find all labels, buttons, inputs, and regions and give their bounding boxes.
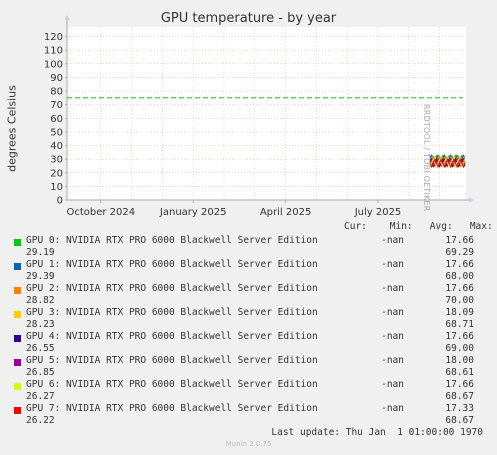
munin-version: Munin 2.0.75 bbox=[225, 440, 272, 448]
legend-row-gpu-1: GPU 1: NVIDIA RTX PRO 6000 Blackwell Ser… bbox=[14, 259, 494, 283]
legend-swatch bbox=[14, 359, 21, 366]
legend-swatch bbox=[14, 287, 21, 294]
y-tick-label-110: 110 bbox=[44, 46, 63, 57]
legend-cur: 26.55 bbox=[26, 343, 55, 354]
legend-name: GPU 7: NVIDIA RTX PRO 6000 Blackwell Ser… bbox=[26, 403, 318, 414]
legend-avg: 17.33 bbox=[445, 403, 474, 414]
y-tick-label-10: 10 bbox=[50, 182, 63, 193]
y-axis-arrow bbox=[64, 15, 70, 20]
legend-avg: 17.66 bbox=[445, 259, 474, 270]
series-line-gpu-6 bbox=[429, 158, 466, 169]
legend-cur: 28.23 bbox=[26, 319, 55, 330]
legend-row-gpu-6: GPU 6: NVIDIA RTX PRO 6000 Blackwell Ser… bbox=[14, 379, 494, 403]
y-tick-label-40: 40 bbox=[50, 141, 63, 152]
legend-min: -nan bbox=[381, 379, 404, 390]
legend-name: GPU 3: NVIDIA RTX PRO 6000 Blackwell Ser… bbox=[26, 307, 318, 318]
y-axis-label: degrees Celsius bbox=[5, 85, 19, 172]
y-tick-label-70: 70 bbox=[50, 100, 63, 111]
legend-avg: 18.09 bbox=[445, 307, 474, 318]
legend-avg: 18.00 bbox=[445, 355, 474, 366]
legend-header: Cur: Min: Avg: Max: bbox=[344, 221, 493, 232]
legend-min: -nan bbox=[381, 331, 404, 342]
legend-swatch bbox=[14, 335, 21, 342]
legend-name: GPU 0: NVIDIA RTX PRO 6000 Blackwell Ser… bbox=[26, 235, 318, 246]
series-line-gpu-5 bbox=[429, 157, 466, 168]
plot-area bbox=[67, 27, 466, 200]
legend-row-gpu-4: GPU 4: NVIDIA RTX PRO 6000 Blackwell Ser… bbox=[14, 331, 494, 355]
legend-row-gpu-3: GPU 3: NVIDIA RTX PRO 6000 Blackwell Ser… bbox=[14, 307, 494, 331]
legend-max: 69.29 bbox=[445, 247, 474, 258]
legend-avg: 17.66 bbox=[445, 331, 474, 342]
legend-name: GPU 2: NVIDIA RTX PRO 6000 Blackwell Ser… bbox=[26, 283, 318, 294]
legend-name: GPU 6: NVIDIA RTX PRO 6000 Blackwell Ser… bbox=[26, 379, 318, 390]
y-tick-label-120: 120 bbox=[44, 32, 63, 43]
legend-swatch bbox=[14, 263, 21, 270]
legend-min: -nan bbox=[381, 403, 404, 414]
legend-max: 69.00 bbox=[445, 343, 474, 354]
legend-max: 70.00 bbox=[445, 295, 474, 306]
y-tick-label-30: 30 bbox=[50, 155, 63, 166]
legend-swatch bbox=[14, 383, 21, 390]
legend-max: 68.71 bbox=[445, 319, 474, 330]
legend-avg: 17.66 bbox=[445, 379, 474, 390]
legend-cur: 29.39 bbox=[26, 271, 55, 282]
x-axis-arrow bbox=[469, 197, 474, 203]
legend-swatch bbox=[14, 407, 21, 414]
legend-min: -nan bbox=[381, 355, 404, 366]
legend-cur: 26.85 bbox=[26, 367, 55, 378]
legend-cur: 29.19 bbox=[26, 247, 55, 258]
legend-cur: 26.27 bbox=[26, 391, 55, 402]
legend-avg: 17.66 bbox=[445, 283, 474, 294]
x-tick-label-0: October 2024 bbox=[66, 207, 135, 218]
legend-min: -nan bbox=[381, 235, 404, 246]
legend-max: 68.00 bbox=[445, 271, 474, 282]
x-tick-label-3: July 2025 bbox=[354, 207, 402, 218]
legend-cur: 28.82 bbox=[26, 295, 55, 306]
legend-swatch bbox=[14, 311, 21, 318]
last-update: Last update: Thu Jan 1 01:00:00 1970 bbox=[271, 427, 483, 438]
legend-min: -nan bbox=[381, 283, 404, 294]
x-tick-label-1: January 2025 bbox=[159, 207, 227, 218]
rrdtool-credit: RRDTOOL / TOBI OETIKER bbox=[422, 104, 431, 212]
legend-cur: 26.22 bbox=[26, 415, 55, 426]
y-tick-label-60: 60 bbox=[50, 114, 63, 125]
y-tick-label-80: 80 bbox=[50, 87, 63, 98]
legend-max: 68.67 bbox=[445, 415, 474, 426]
legend-row-gpu-2: GPU 2: NVIDIA RTX PRO 6000 Blackwell Ser… bbox=[14, 283, 494, 307]
series-line-gpu-7 bbox=[429, 158, 466, 169]
x-tick-label-2: April 2025 bbox=[260, 207, 311, 218]
legend-row-gpu-7: GPU 7: NVIDIA RTX PRO 6000 Blackwell Ser… bbox=[14, 403, 494, 427]
legend-row-gpu-0: GPU 0: NVIDIA RTX PRO 6000 Blackwell Ser… bbox=[14, 235, 494, 259]
y-tick-label-20: 20 bbox=[50, 168, 63, 179]
legend-name: GPU 1: NVIDIA RTX PRO 6000 Blackwell Ser… bbox=[26, 259, 318, 270]
y-tick-label-90: 90 bbox=[50, 73, 63, 84]
y-tick-label-0: 0 bbox=[57, 196, 63, 207]
legend-avg: 17.66 bbox=[445, 235, 474, 246]
legend-row-gpu-5: GPU 5: NVIDIA RTX PRO 6000 Blackwell Ser… bbox=[14, 355, 494, 379]
chart-title: GPU temperature - by year bbox=[160, 11, 337, 26]
legend-max: 68.67 bbox=[445, 391, 474, 402]
legend-swatch bbox=[14, 239, 21, 246]
legend-min: -nan bbox=[381, 259, 404, 270]
legend-name: GPU 5: NVIDIA RTX PRO 6000 Blackwell Ser… bbox=[26, 355, 318, 366]
legend-name: GPU 4: NVIDIA RTX PRO 6000 Blackwell Ser… bbox=[26, 331, 318, 342]
y-tick-label-100: 100 bbox=[44, 59, 63, 70]
legend-min: -nan bbox=[381, 307, 404, 318]
legend-max: 68.61 bbox=[445, 367, 474, 378]
y-tick-label-50: 50 bbox=[50, 127, 63, 138]
